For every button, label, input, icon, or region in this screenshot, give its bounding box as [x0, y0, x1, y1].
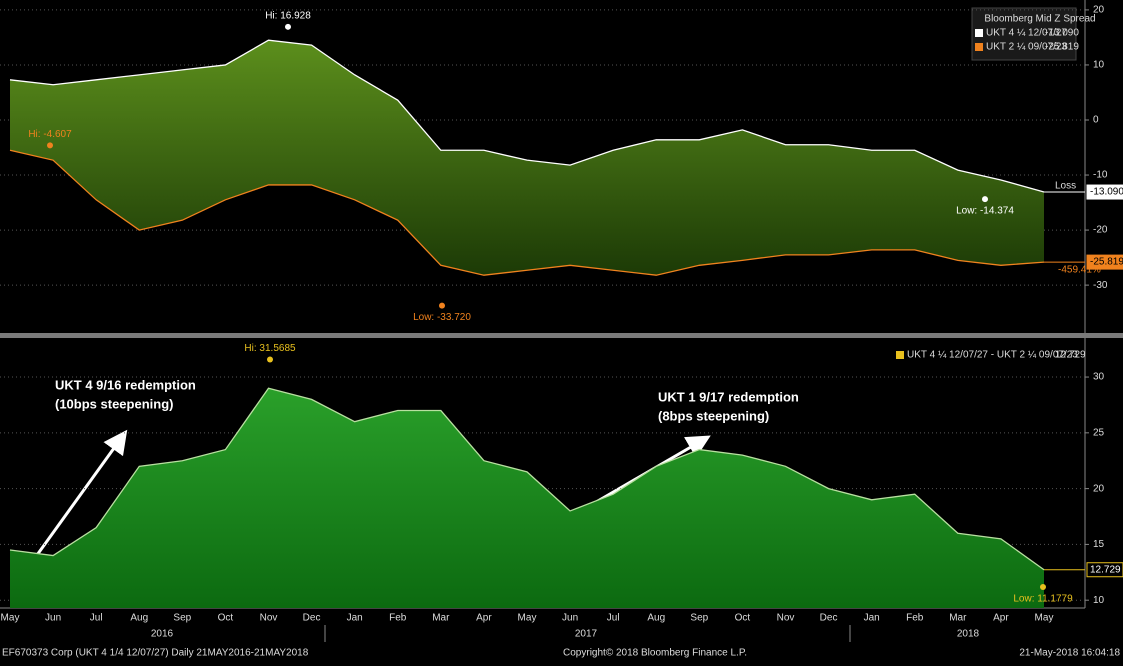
- annotation-dot: [439, 302, 445, 309]
- x-tick-label: May: [1035, 613, 1054, 624]
- last-value-label: -13.090: [1090, 187, 1123, 198]
- annotation: (10bps steepening): [55, 396, 173, 411]
- legend-entry: UKT 4 ¼ 12/07/27 - UKT 2 ¼ 09/07/23: [907, 349, 1078, 361]
- annotation-dot: [982, 196, 988, 203]
- x-tick-label: Nov: [777, 613, 795, 624]
- legend-entry: UKT 2 ¼ 09/07/23: [986, 41, 1067, 53]
- footer-left: EF670373 Corp (UKT 4 1/4 12/07/27) Daily…: [2, 648, 309, 659]
- last-value-label: 12.729: [1090, 564, 1121, 575]
- x-tick-label: Mar: [432, 613, 450, 624]
- annotation-label: Low: -14.374: [956, 206, 1014, 217]
- x-tick-label: Oct: [218, 613, 234, 624]
- legend-value: -13.090: [1045, 28, 1079, 39]
- year-label: 2016: [151, 629, 174, 640]
- band-area: [10, 40, 1044, 276]
- x-tick-label: Sep: [173, 613, 191, 624]
- legend-swatch: [896, 351, 904, 359]
- x-tick-label: Nov: [260, 613, 278, 624]
- annotation: UKT 4 9/16 redemption: [55, 377, 196, 392]
- legend-value: 12.729: [1055, 350, 1086, 361]
- x-tick-label: Feb: [906, 613, 924, 624]
- y-tick-label: -30: [1093, 280, 1108, 291]
- legend-swatch: [975, 29, 983, 37]
- last-value-box: [1086, 254, 1123, 270]
- last-value-box: [1086, 562, 1123, 578]
- x-tick-label: May: [1, 613, 20, 624]
- annotation-label: Hi: 16.928: [265, 10, 311, 21]
- panel-divider: [0, 333, 1123, 338]
- x-tick-label: Jul: [90, 613, 103, 624]
- x-tick-label: Apr: [476, 613, 492, 624]
- y-tick-label: 15: [1093, 539, 1105, 550]
- series-line: [9, 387, 1045, 571]
- y-tick-label: 25: [1093, 427, 1105, 438]
- y-tick-label: 30: [1093, 372, 1105, 383]
- y-tick-label: 20: [1093, 483, 1105, 494]
- x-tick-label: Mar: [949, 613, 967, 624]
- y-tick-label: 10: [1093, 595, 1105, 606]
- x-tick-label: Apr: [993, 613, 1009, 624]
- note: -459.41%: [1058, 265, 1101, 276]
- x-tick-label: Sep: [690, 613, 708, 624]
- annotation-dot: [1040, 584, 1046, 591]
- annotation: UKT 1 9/17 redemption: [658, 389, 799, 404]
- year-label: 2017: [575, 629, 598, 640]
- x-tick-label: May: [518, 613, 537, 624]
- x-tick-label: Aug: [647, 613, 665, 624]
- series-line: [9, 39, 1045, 193]
- annotation-dot: [267, 356, 273, 363]
- last-value-box: [1086, 184, 1123, 200]
- y-tick-label: 10: [1093, 60, 1105, 71]
- annotation-label: Hi: 31.5685: [244, 343, 296, 354]
- note: Loss: [1055, 181, 1076, 192]
- y-tick-label: 0: [1093, 115, 1099, 126]
- arrow: [30, 429, 128, 563]
- x-tick-label: Feb: [389, 613, 407, 624]
- legend-value: -25.819: [1045, 42, 1079, 53]
- x-tick-label: Jun: [562, 613, 578, 624]
- x-tick-label: Jul: [607, 613, 620, 624]
- annotation-dot: [47, 142, 53, 149]
- legend-box: [971, 7, 1077, 61]
- annotation-label: Low: 11.1779: [1013, 594, 1073, 605]
- x-tick-label: Aug: [130, 613, 148, 624]
- legend-entry: UKT 4 ¼ 12/07/27: [986, 27, 1067, 39]
- legend-title: Bloomberg Mid Z Spread: [984, 14, 1095, 25]
- x-tick-label: Jun: [45, 613, 61, 624]
- annotation-label: Low: -33.720: [413, 312, 471, 323]
- annotation: (8bps steepening): [658, 408, 769, 423]
- footer-right: 21-May-2018 16:04:18: [1019, 648, 1120, 659]
- x-tick-label: Jan: [347, 613, 363, 624]
- x-tick-label: Jan: [864, 613, 880, 624]
- x-tick-label: Dec: [303, 613, 321, 624]
- annotation-dot: [285, 23, 291, 30]
- y-tick-label: -10: [1093, 170, 1108, 181]
- annotation-label: Hi: -4.607: [28, 129, 72, 140]
- x-tick-label: Oct: [735, 613, 751, 624]
- series-line: [9, 149, 1045, 276]
- footer-center: Copyright© 2018 Bloomberg Finance L.P.: [563, 648, 747, 659]
- y-tick-label: -20: [1093, 225, 1108, 236]
- area-fill: [10, 388, 1044, 608]
- legend-swatch: [975, 43, 983, 51]
- year-label: 2018: [957, 629, 980, 640]
- last-value-label: -25.819: [1090, 257, 1123, 268]
- y-tick-label: 20: [1093, 5, 1105, 16]
- x-tick-label: Dec: [820, 613, 838, 624]
